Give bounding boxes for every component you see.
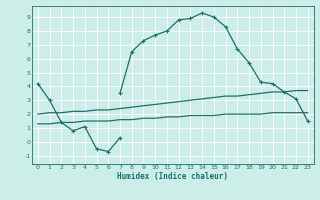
X-axis label: Humidex (Indice chaleur): Humidex (Indice chaleur) (117, 172, 228, 181)
